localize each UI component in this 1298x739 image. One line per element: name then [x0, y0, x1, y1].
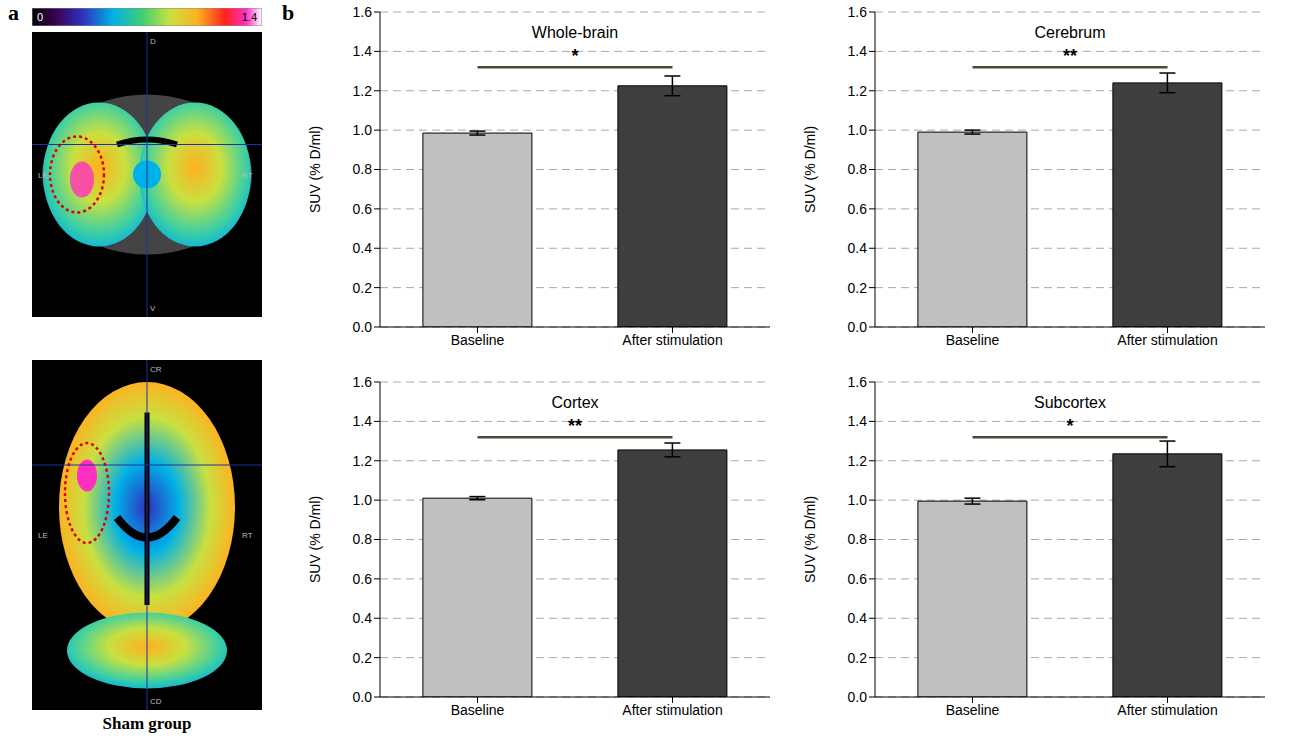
svg-text:SUV (% D/ml): SUV (% D/ml)	[307, 126, 323, 213]
svg-text:1.4: 1.4	[848, 413, 868, 429]
svg-text:1.4: 1.4	[242, 11, 257, 23]
html-text:Whole-brain: Whole-brain	[531, 24, 619, 41]
html-text:Sham group: Sham group	[102, 714, 192, 733]
svg-text:**: **	[568, 416, 582, 436]
svg-text:LE: LE	[38, 171, 48, 180]
svg-text:0.0: 0.0	[848, 319, 868, 335]
svg-text:0.2: 0.2	[353, 280, 373, 296]
svg-text:1.6: 1.6	[848, 4, 868, 20]
svg-text:0.8: 0.8	[353, 161, 373, 177]
svg-text:SUV (% D/ml): SUV (% D/ml)	[307, 496, 323, 583]
svg-text:0.4: 0.4	[353, 240, 373, 256]
svg-text:1.0: 1.0	[848, 122, 868, 138]
svg-text:0.6: 0.6	[353, 201, 373, 217]
svg-text:0.2: 0.2	[848, 650, 868, 666]
svg-text:1.4: 1.4	[353, 413, 373, 429]
html-text:a: a	[8, 0, 19, 25]
svg-text:0.6: 0.6	[353, 571, 373, 587]
svg-text:*: *	[571, 46, 578, 66]
svg-text:Baseline: Baseline	[451, 702, 505, 718]
svg-text:0.0: 0.0	[353, 319, 373, 335]
svg-text:Baseline: Baseline	[946, 702, 1000, 718]
svg-text:After stimulation: After stimulation	[1117, 332, 1217, 348]
svg-text:0.2: 0.2	[353, 650, 373, 666]
svg-text:1.0: 1.0	[848, 492, 868, 508]
svg-text:RT: RT	[242, 531, 253, 540]
svg-text:CR: CR	[150, 365, 162, 374]
svg-text:After stimulation: After stimulation	[622, 332, 722, 348]
svg-text:1.0: 1.0	[353, 492, 373, 508]
svg-text:Baseline: Baseline	[946, 332, 1000, 348]
svg-text:CD: CD	[150, 697, 162, 706]
svg-text:1.2: 1.2	[848, 83, 868, 99]
svg-text:*: *	[1066, 416, 1073, 436]
svg-text:0.4: 0.4	[848, 240, 868, 256]
svg-text:0.6: 0.6	[848, 571, 868, 587]
svg-text:LE: LE	[38, 531, 48, 540]
svg-text:0.0: 0.0	[848, 689, 868, 705]
svg-text:1.4: 1.4	[848, 43, 868, 59]
svg-text:0.8: 0.8	[848, 531, 868, 547]
svg-text:0.2: 0.2	[848, 280, 868, 296]
svg-text:**: **	[1063, 46, 1077, 66]
svg-text:0.0: 0.0	[353, 689, 373, 705]
svg-text:0.6: 0.6	[848, 201, 868, 217]
svg-text:0: 0	[37, 11, 43, 23]
svg-text:1.2: 1.2	[848, 453, 868, 469]
svg-text:After stimulation: After stimulation	[1117, 702, 1217, 718]
svg-text:0.8: 0.8	[353, 531, 373, 547]
svg-text:1.6: 1.6	[353, 4, 373, 20]
svg-text:1.2: 1.2	[353, 453, 373, 469]
svg-text:0.4: 0.4	[848, 610, 868, 626]
svg-text:RT: RT	[242, 171, 253, 180]
svg-text:1.6: 1.6	[848, 374, 868, 390]
html-text:Cerebrum: Cerebrum	[1034, 24, 1106, 41]
svg-text:V: V	[150, 304, 156, 313]
html-text:Cortex: Cortex	[551, 394, 599, 411]
svg-text:After stimulation: After stimulation	[622, 702, 722, 718]
svg-text:D: D	[150, 37, 156, 46]
svg-text:SUV (% D/ml): SUV (% D/ml)	[802, 126, 818, 213]
svg-text:SUV (% D/ml): SUV (% D/ml)	[802, 496, 818, 583]
svg-text:0.4: 0.4	[353, 610, 373, 626]
html-text:b: b	[282, 0, 295, 25]
svg-text:0.8: 0.8	[848, 161, 868, 177]
svg-text:1.0: 1.0	[353, 122, 373, 138]
html-text:Subcortex: Subcortex	[1034, 394, 1106, 411]
svg-text:1.2: 1.2	[353, 83, 373, 99]
svg-text:1.4: 1.4	[353, 43, 373, 59]
svg-text:1.6: 1.6	[353, 374, 373, 390]
svg-text:Baseline: Baseline	[451, 332, 505, 348]
